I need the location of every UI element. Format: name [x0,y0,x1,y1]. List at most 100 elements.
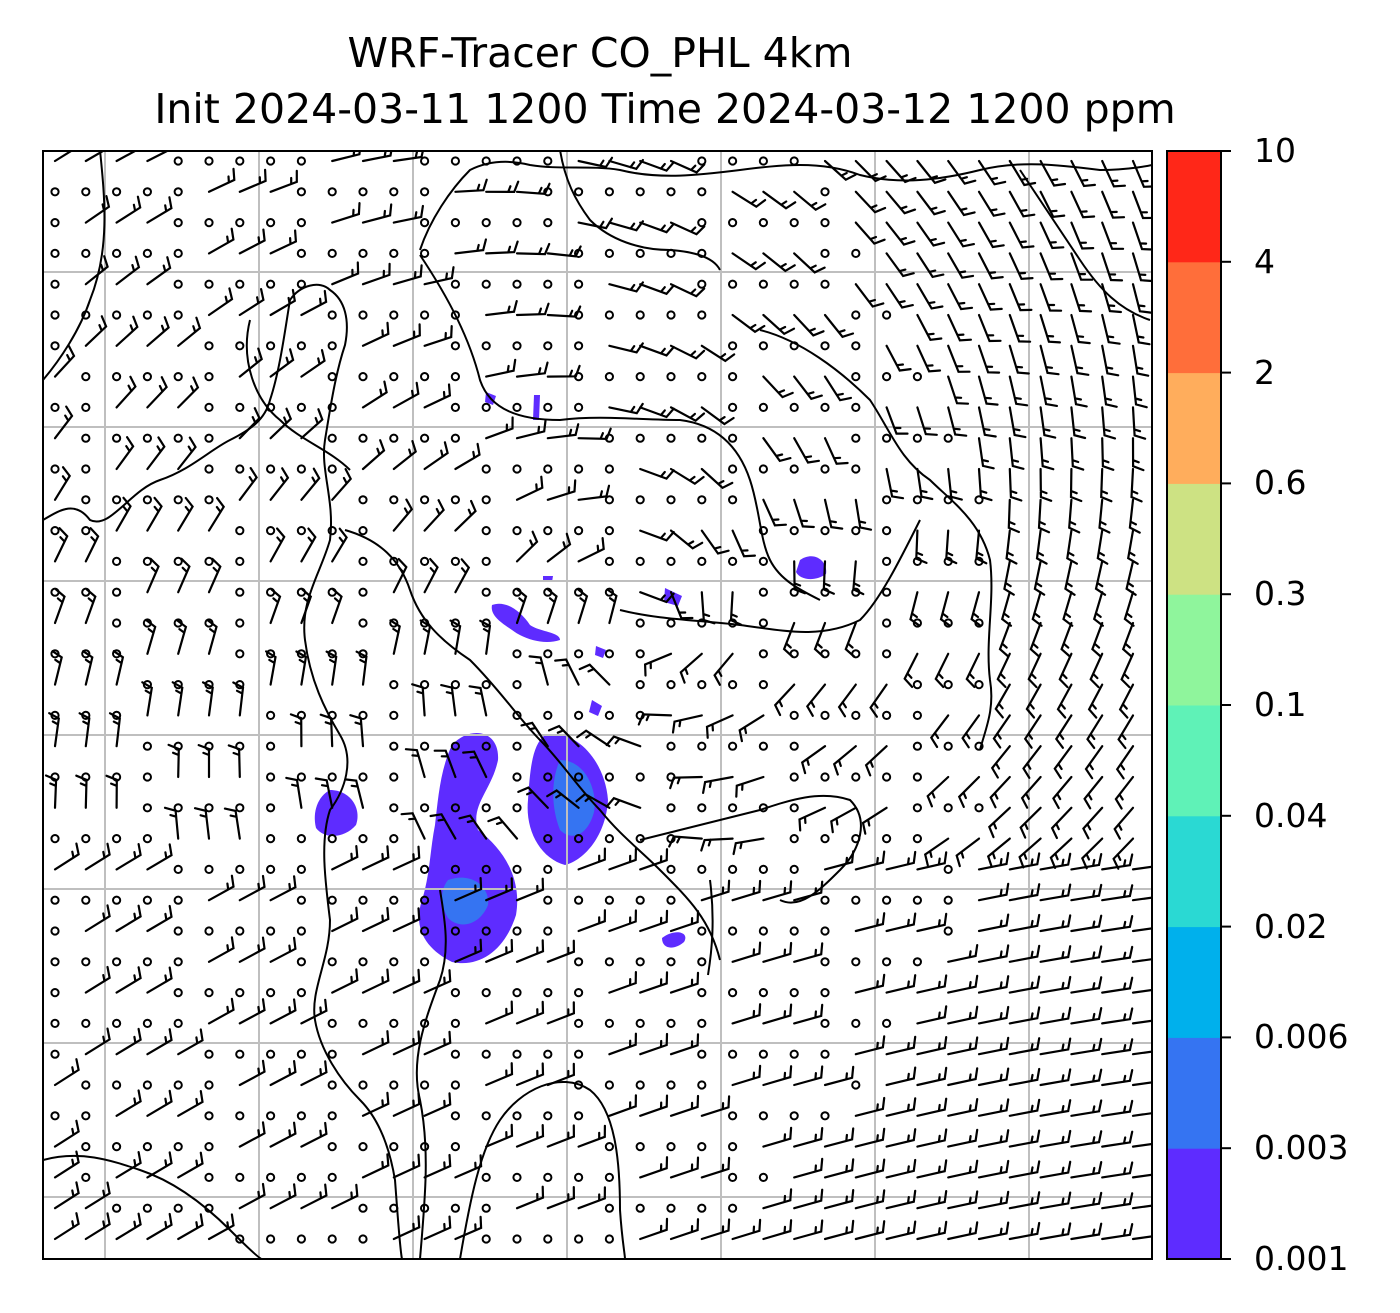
wind-barb [977,944,1010,963]
wind-barb [146,436,166,471]
calm-wind-circle [635,1080,645,1090]
wind-barb [702,775,734,794]
calm-wind-circle [912,618,923,628]
calm-wind-circle [142,957,152,967]
calm-wind-circle [666,433,676,443]
county-line-1 [43,151,106,381]
calm-wind-circle [389,772,399,782]
wind-barb [947,1190,979,1210]
wind-barb [577,588,589,625]
calm-wind-circle [912,433,923,443]
wind-barb [1070,190,1096,219]
wind-barb [1101,945,1134,963]
calm-wind-circle [112,556,122,567]
calm-wind-circle [204,341,214,351]
calm-wind-circle [697,372,707,382]
calm-wind-circle [389,618,399,628]
calm-wind-circle [235,803,245,813]
calm-wind-circle [112,433,122,443]
calm-wind-circle [327,310,337,320]
wind-barb [361,439,386,471]
wind-barb [977,437,995,470]
wind-barb [861,806,888,835]
calm-wind-circle [81,248,91,258]
wind-barb [48,712,60,748]
wind-barb [1008,375,1029,407]
calm-wind-circle [358,1080,368,1090]
calm-wind-circle [666,187,676,197]
calm-wind-circle [142,680,152,690]
wind-barb [454,238,487,255]
calm-wind-circle [882,526,892,536]
calm-wind-circle [296,895,306,905]
wind-barb [528,655,549,686]
wind-barb [639,406,675,419]
calm-wind-circle [851,526,861,536]
wind-barb [1101,1038,1134,1056]
wind-barb [1101,313,1121,345]
wind-barb [608,220,644,232]
calm-wind-circle [604,248,615,258]
calm-wind-circle [820,834,830,844]
calm-wind-circle [81,649,91,659]
calm-wind-circle [481,587,491,597]
calm-wind-circle [204,1142,214,1152]
wind-barb [639,1217,669,1241]
calm-wind-circle [296,1111,306,1121]
wind-barb [485,1000,514,1025]
wind-barb [605,735,642,748]
calm-wind-circle [666,556,676,567]
wind-barb [423,558,439,594]
calm-wind-circle [666,248,676,258]
wind-barb [885,1066,917,1087]
calm-wind-circle [789,772,799,782]
calm-wind-circle [327,1142,337,1152]
calm-wind-circle [851,1018,861,1029]
calm-wind-circle [420,803,430,813]
calm-wind-circle [450,926,460,936]
wind-barb [546,364,581,378]
wind-barb [793,942,824,963]
calm-wind-circle [512,1111,522,1121]
calm-wind-circle [112,649,122,659]
wind-barb [392,204,424,224]
calm-wind-circle [604,957,615,967]
wind-barb [1039,375,1058,407]
calm-wind-circle [173,864,183,875]
wind-barb [916,406,938,436]
wind-barb [1070,1099,1103,1117]
calm-wind-circle [173,1018,183,1029]
wind-barb [146,1028,173,1056]
wind-barb [977,913,1010,933]
wind-barb [53,151,74,163]
calm-wind-circle [912,834,923,844]
calm-wind-circle [450,495,460,505]
wind-barb [977,283,1003,311]
wind-barb [731,529,756,558]
colorbar-tick-label: 0.6 [1254,463,1307,503]
calm-wind-circle [820,710,830,721]
colorbar-tick-label: 2 [1254,352,1275,392]
wind-barb [146,376,168,409]
wind-barb [269,527,286,563]
wind-barb [53,588,66,625]
wind-barb [639,1156,669,1179]
wind-barb [1070,344,1090,376]
wind-barb [146,151,170,163]
calm-wind-circle [266,988,276,998]
calm-wind-circle [266,341,276,351]
wind-barb [546,789,580,809]
calm-wind-circle [820,341,830,351]
wind-barb [1070,1191,1103,1210]
wind-barb [669,221,706,236]
wind-barb [837,683,857,718]
wind-barb [793,1065,824,1087]
wind-barb [269,467,290,501]
wind-barb [1131,313,1151,346]
wind-barb [423,969,452,994]
colorbar-band [1167,261,1221,374]
calm-wind-circle [882,834,892,844]
wind-barb [423,1092,452,1117]
calm-wind-circle [266,156,276,166]
wind-barb [793,560,806,595]
